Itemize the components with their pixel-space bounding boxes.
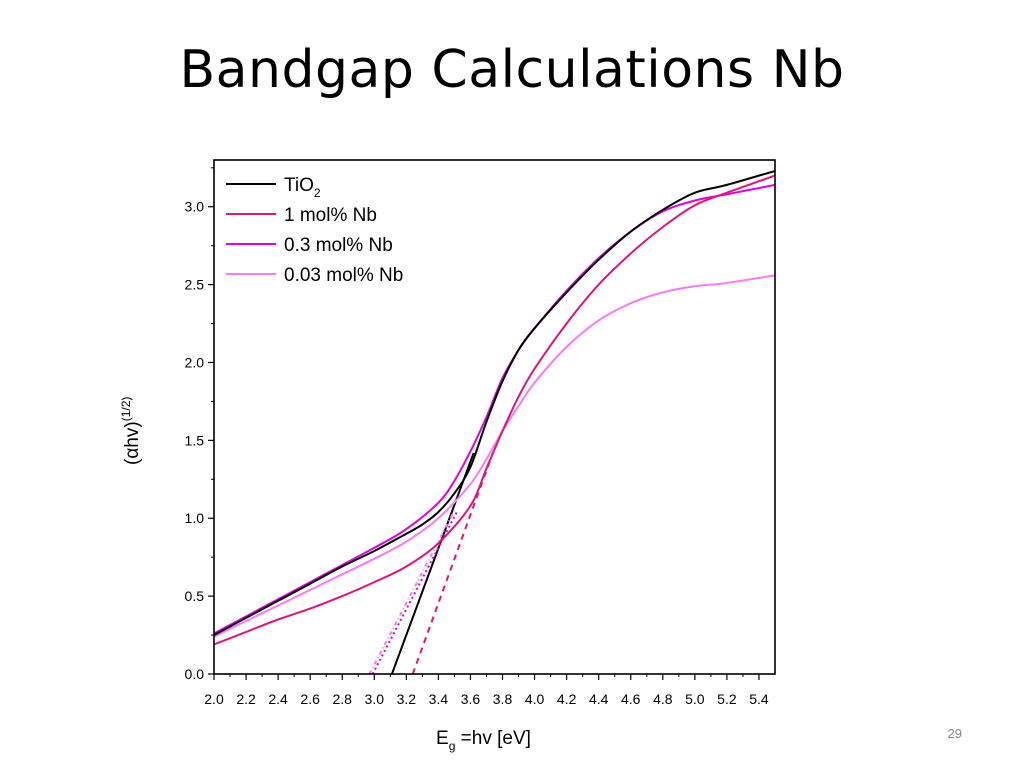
legend-label-text: 0.3 mol% Nb bbox=[284, 235, 393, 256]
series-line bbox=[214, 174, 775, 646]
legend-label-text: 0.03 mol% Nb bbox=[284, 265, 403, 286]
slide-number: 29 bbox=[947, 726, 962, 741]
y-axis-title-sup: (1/2) bbox=[119, 397, 133, 422]
slide-title: Bandgap Calculations Nb bbox=[179, 40, 845, 100]
y-tick-label: 1.5 bbox=[185, 432, 205, 448]
legend-label-text: 1 mol% Nb bbox=[284, 205, 377, 226]
x-tick-label: 5.0 bbox=[685, 691, 705, 707]
x-axis: 2.0 2.2 2.4 2.6 2.8 3.0 3.2 3.4 3.6 3.8 4.0 4.2 4.4 4… bbox=[204, 674, 769, 707]
x-tick-label: 2.0 bbox=[204, 691, 224, 707]
y-tick-label: 2.5 bbox=[185, 277, 205, 293]
x-tick-label: 4.4 bbox=[589, 691, 609, 707]
x-tick-label: 3.0 bbox=[365, 691, 385, 707]
y-axis: 0.0 0.5 1.0 1.5 2.0 2.5 3.0 bbox=[185, 167, 214, 682]
x-tick-label: 2.8 bbox=[332, 691, 352, 707]
tangent-line bbox=[390, 452, 475, 674]
legend-label-text: TiO bbox=[284, 175, 314, 196]
x-tick-label: 4.2 bbox=[557, 691, 577, 707]
y-tick-label: 0.5 bbox=[185, 588, 205, 604]
x-axis-title: Eg =hv [eV] bbox=[436, 728, 531, 753]
x-axis-title-main: E bbox=[436, 728, 449, 749]
tangent-line bbox=[368, 509, 456, 674]
x-tick-label: 2.2 bbox=[236, 691, 256, 707]
x-axis-title-rest: =hv [eV] bbox=[455, 728, 531, 749]
x-tick-label: 2.6 bbox=[300, 691, 320, 707]
x-tick-label: 3.4 bbox=[429, 691, 449, 707]
x-tick-label: 5.4 bbox=[749, 691, 769, 707]
x-tick-label: 4.0 bbox=[525, 691, 545, 707]
plot-frame bbox=[213, 159, 776, 675]
legend-label: 0.03 mol% Nb bbox=[284, 265, 403, 286]
x-tick-label: 5.2 bbox=[717, 691, 737, 707]
x-tick-label: 4.8 bbox=[653, 691, 673, 707]
y-axis-title: (αhv)(1/2) bbox=[119, 397, 143, 465]
y-axis-title-main: (αhv) bbox=[122, 421, 143, 465]
y-tick-label: 2.0 bbox=[185, 354, 205, 370]
tangent-line bbox=[371, 509, 459, 674]
tangent-lines bbox=[368, 452, 494, 674]
y-tick-label: 0.0 bbox=[185, 666, 205, 682]
legend-label: 1 mol% Nb bbox=[284, 205, 377, 226]
legend: TiO2 1 mol% Nb 0.3 mol% Nb 0.03 mol% Nb bbox=[226, 175, 403, 286]
y-tick-label: 3.0 bbox=[185, 199, 205, 215]
x-tick-label: 3.8 bbox=[493, 691, 513, 707]
series-line bbox=[214, 169, 775, 636]
legend-label: 0.3 mol% Nb bbox=[284, 235, 393, 256]
x-tick-label: 3.2 bbox=[397, 691, 417, 707]
x-axis-title-sub: g bbox=[449, 739, 456, 753]
x-tick-label: 3.6 bbox=[461, 691, 481, 707]
legend-label: TiO2 bbox=[284, 175, 321, 200]
series-line bbox=[214, 274, 775, 638]
legend-label-sub: 2 bbox=[314, 186, 321, 200]
y-tick-label: 1.0 bbox=[185, 510, 205, 526]
x-tick-label: 2.4 bbox=[268, 691, 288, 707]
x-tick-label: 4.6 bbox=[621, 691, 641, 707]
series-lines bbox=[214, 169, 775, 646]
